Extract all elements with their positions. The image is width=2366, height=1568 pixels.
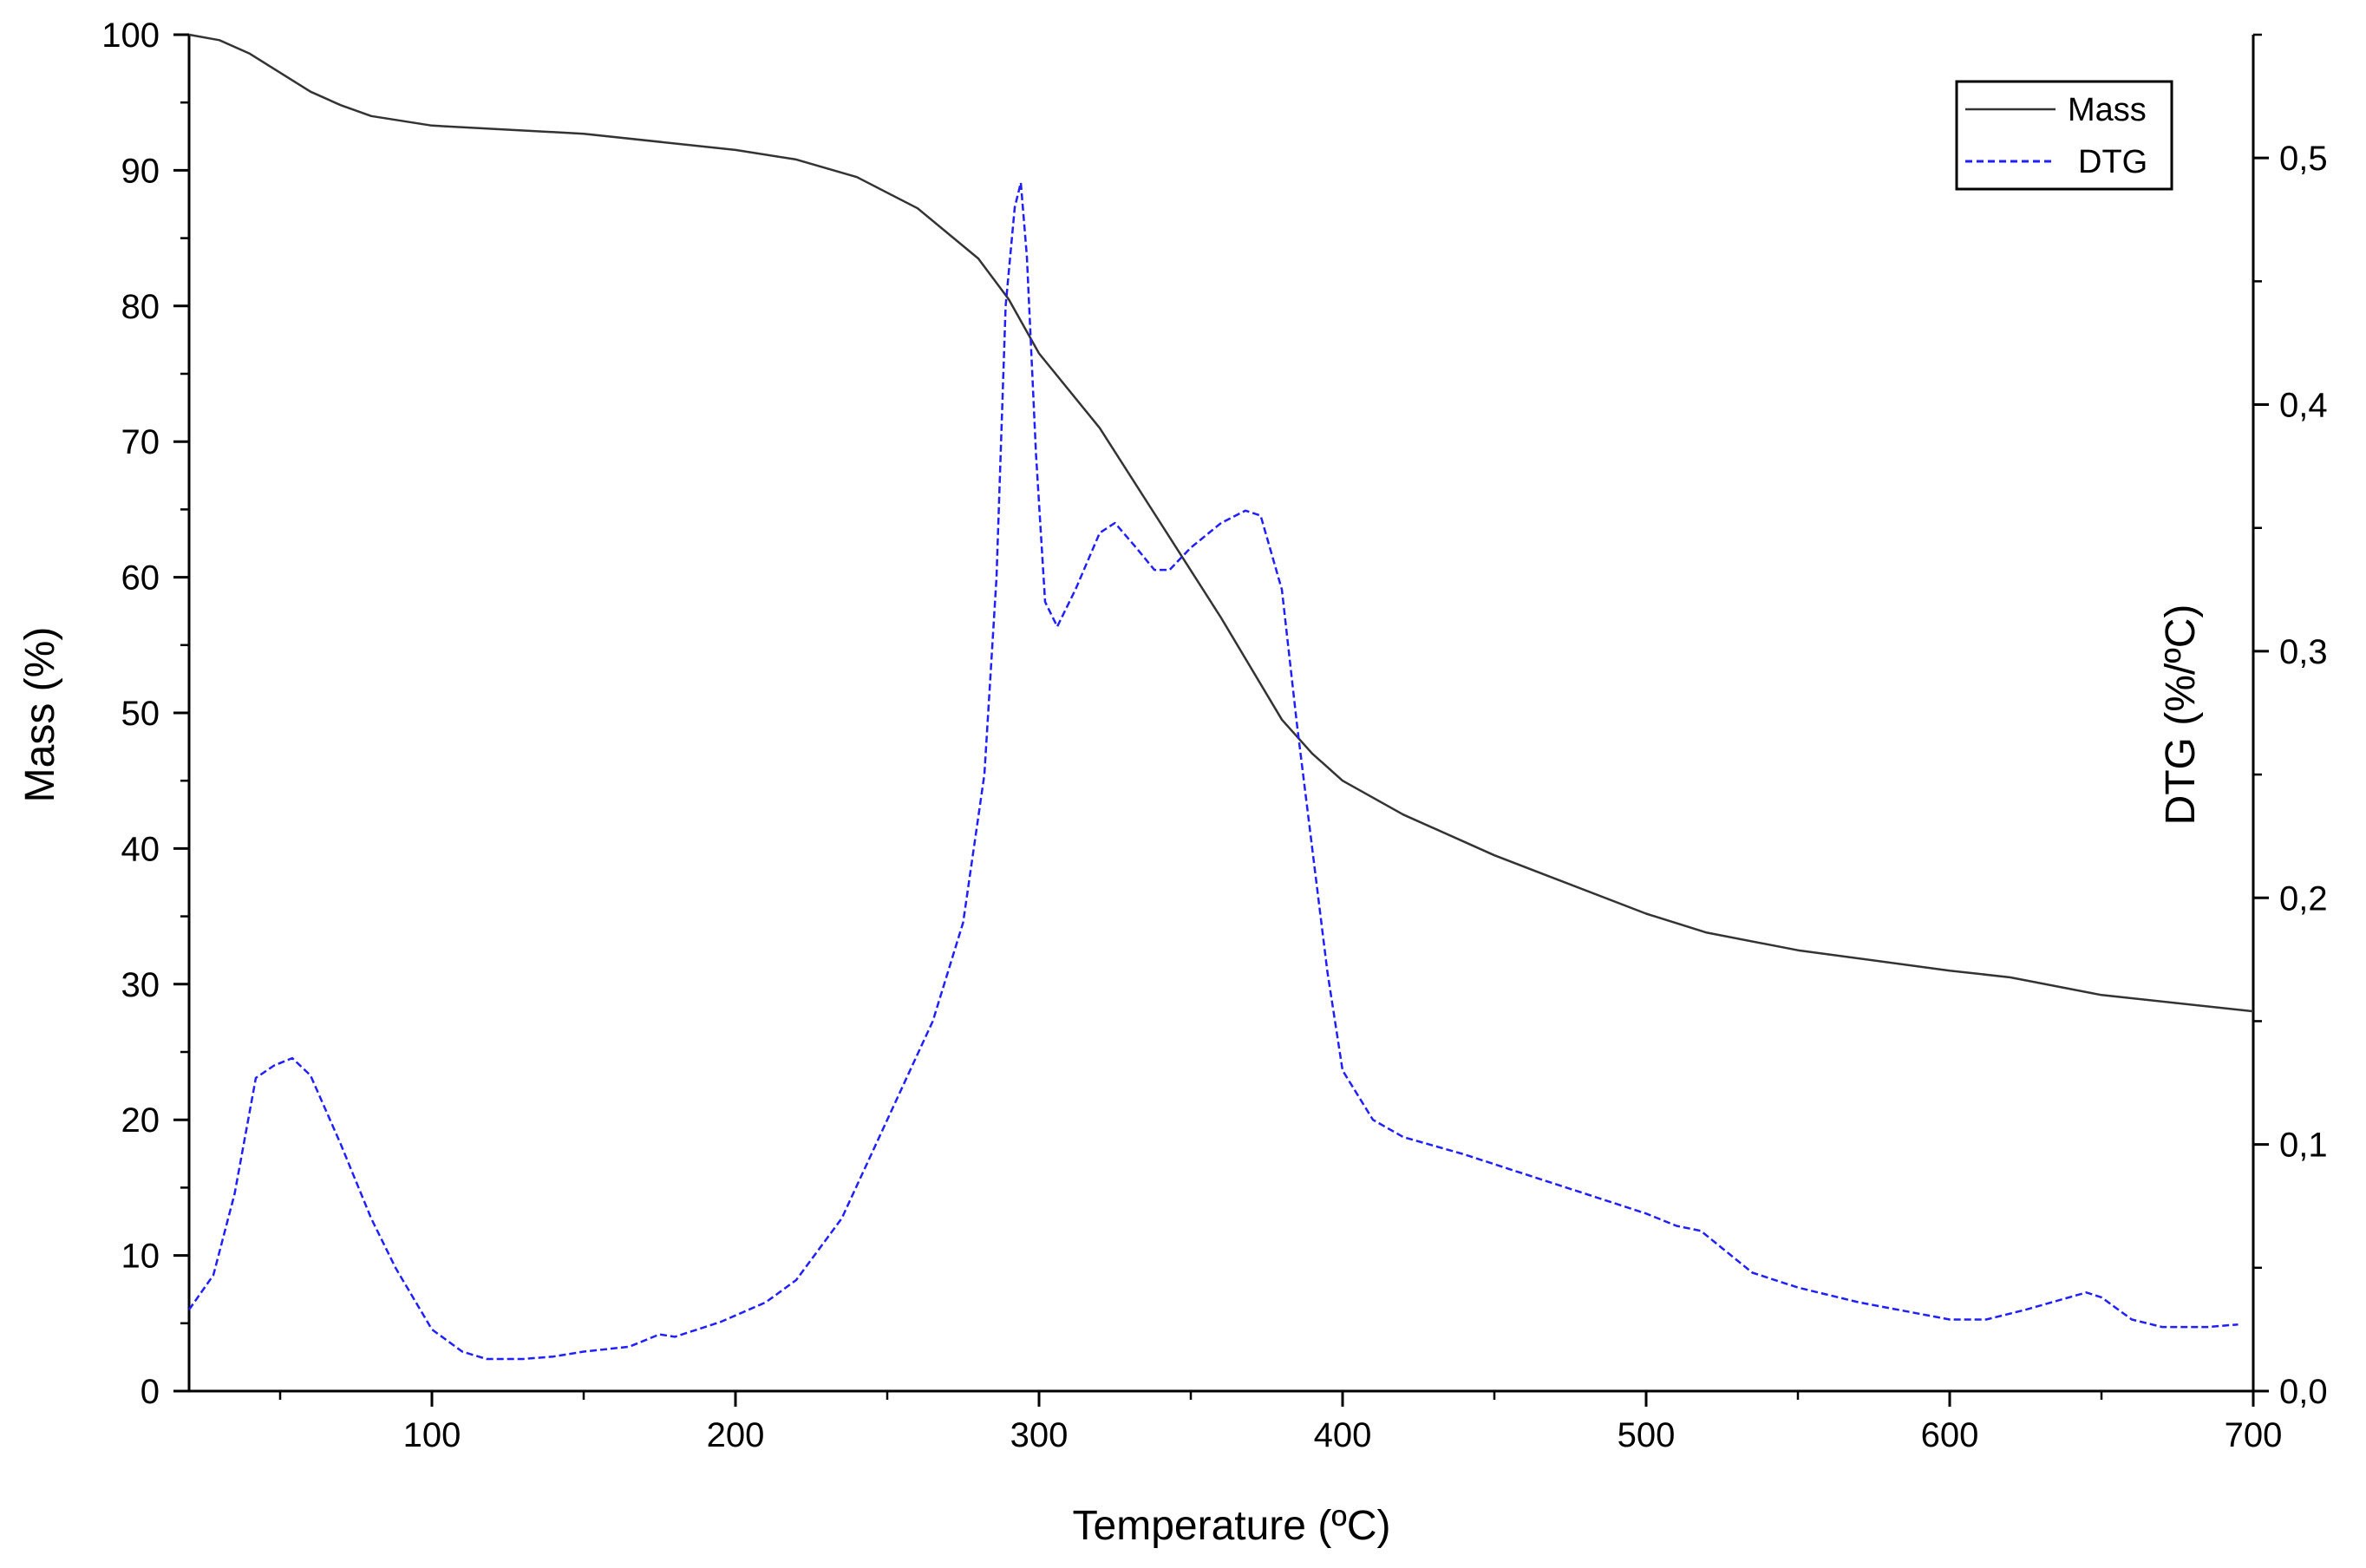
x-axis-title: Temperature (ºC) [1073, 1503, 1391, 1549]
legend-mass-label: Mass [2068, 92, 2147, 128]
y-left-tick-label: 50 [121, 695, 160, 733]
y-right-tick-label: 0,3 [2279, 633, 2328, 671]
y-left-tick-label: 10 [121, 1238, 160, 1276]
x-tick-label: 700 [2225, 1416, 2283, 1454]
y-left-tick-label: 30 [121, 966, 160, 1004]
legend: Mass DTG [1955, 80, 2173, 191]
y-right-tick-label: 0,1 [2279, 1127, 2328, 1165]
x-tick-label: 100 [403, 1416, 461, 1454]
x-tick-label: 300 [1010, 1416, 1069, 1454]
y-right-tick-label: 0,4 [2279, 387, 2328, 425]
x-tick-label: 600 [1921, 1416, 1979, 1454]
x-tick-label: 200 [707, 1416, 765, 1454]
y-right-axis-title: DTG (%/ºC) [2158, 604, 2204, 826]
y-left-tick-label: 0 [141, 1373, 160, 1411]
y-left-tick-label: 60 [121, 559, 160, 598]
y-left-tick-label: 80 [121, 288, 160, 326]
x-tick-label: 400 [1314, 1416, 1372, 1454]
y-left-tick-label: 40 [121, 830, 160, 868]
y-left-tick-label: 100 [101, 16, 160, 55]
y-right-tick-label: 0,5 [2279, 140, 2328, 178]
series-line-mass [188, 33, 2254, 1013]
y-right-tick-label: 0,0 [2279, 1373, 2328, 1411]
plot-frame [187, 35, 2255, 1393]
y-left-tick-label: 90 [121, 152, 160, 190]
ticks: 100 200 300 400 500 600 700 0 10 20 30 40 50 60 70 80 90… [101, 16, 2327, 1454]
series-line-dtg [187, 181, 2239, 1361]
y-left-axis-title: Mass (%) [17, 627, 63, 803]
legend-box [1955, 80, 2173, 191]
series-lines [187, 33, 2254, 1361]
x-tick-label: 500 [1618, 1416, 1676, 1454]
y-left-tick-label: 20 [121, 1101, 160, 1140]
y-left-tick-label: 70 [121, 423, 160, 461]
y-right-tick-label: 0,2 [2279, 879, 2328, 918]
legend-dtg-label: DTG [2078, 144, 2147, 180]
